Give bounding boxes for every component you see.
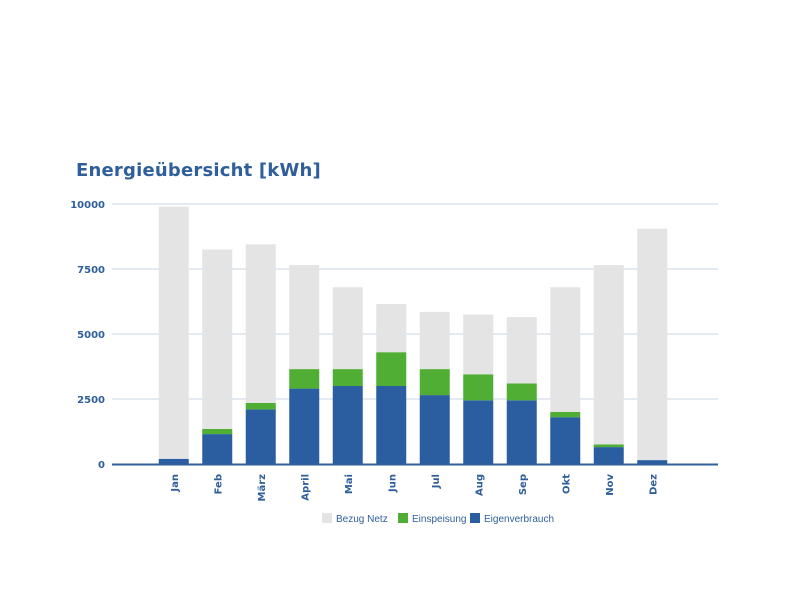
bar-einspeisung [289,369,320,389]
x-tick-label: Okt [561,474,572,494]
bar-einspeisung [245,402,276,410]
legend: Bezug Netz Einspeisung Eigenverbrauch [322,513,554,525]
x-tick-label: Sep [518,474,529,495]
bar-bezug-netz [419,311,450,370]
bar-bezug-netz [463,314,494,375]
legend-swatch [470,513,480,523]
bars [158,206,668,464]
legend-label: Bezug Netz [336,514,388,525]
bar-eigenverbrauch [332,386,363,464]
bar-eigenverbrauch [158,458,189,464]
x-axis-ticks: Jan Feb März April Mai Jun Jul Aug Sep Okt Nov Dez [170,474,660,502]
bar-eigenverbrauch [289,388,320,464]
bar-bezug-netz [245,244,276,403]
bar-einspeisung [506,383,537,401]
y-tick-label: 2500 [77,395,105,406]
x-tick-label: Jan [170,474,181,493]
bar-bezug-netz [332,287,363,370]
y-tick-label: 5000 [77,330,105,341]
bar-bezug-netz [202,249,233,429]
bar-einspeisung [376,352,407,386]
bar-eigenverbrauch [376,386,407,464]
bar-eigenverbrauch [463,400,494,464]
chart-title: Energieübersicht [kWh] [76,160,321,181]
legend-swatch [398,513,408,523]
bar-bezug-netz [593,265,624,445]
legend-label: Einspeisung [412,514,466,525]
bar-bezug-netz [158,206,189,459]
legend-label: Eigenverbrauch [484,514,554,525]
bar-eigenverbrauch [419,395,450,464]
y-tick-label: 0 [98,460,105,471]
bar-einspeisung [419,369,450,396]
bar-einspeisung [332,369,363,386]
bar-bezug-netz [637,228,668,461]
y-tick-label: 10000 [70,200,105,211]
x-tick-label: Jul [431,474,442,489]
bar-eigenverbrauch [550,417,581,464]
bar-bezug-netz [550,287,581,412]
bar-bezug-netz [506,317,537,384]
bar-bezug-netz [289,265,320,370]
bar-eigenverbrauch [245,409,276,464]
bar-einspeisung [202,428,233,435]
bar-eigenverbrauch [202,434,233,464]
bar-einspeisung [593,444,624,448]
bar-eigenverbrauch [593,447,624,464]
bar-einspeisung [550,412,581,418]
legend-swatch [322,513,332,523]
x-tick-label: Feb [213,474,224,494]
y-axis-ticks: 0 2500 5000 7500 10000 [70,200,105,471]
y-tick-label: 7500 [77,265,105,276]
x-tick-label: Dez [648,474,659,495]
bar-bezug-netz [376,304,407,353]
x-tick-label: Aug [474,474,485,496]
x-tick-label: Mai [344,474,355,494]
bar-eigenverbrauch [637,460,668,464]
x-tick-label: April [300,474,311,501]
x-tick-label: März [257,474,268,502]
x-tick-label: Nov [605,474,616,496]
x-tick-label: Jun [387,474,398,493]
bar-eigenverbrauch [506,400,537,464]
bar-einspeisung [463,374,494,401]
